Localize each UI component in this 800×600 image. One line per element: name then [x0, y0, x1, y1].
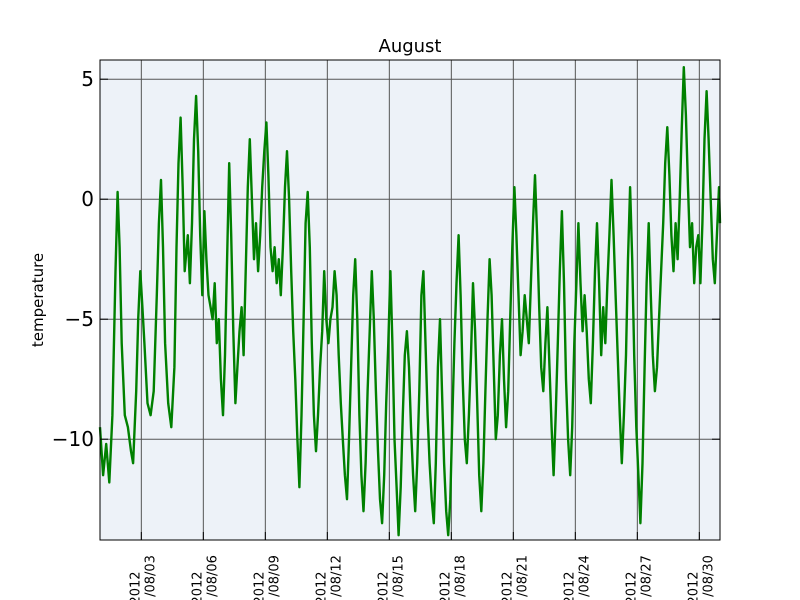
- temperature-series-line: [98, 66, 722, 537]
- series-layer: [98, 66, 722, 537]
- x-tick-year: 2012: [128, 571, 143, 600]
- chart-title: August: [379, 36, 442, 57]
- x-tick-date: /08/24: [577, 555, 592, 597]
- y-tick-label: 5: [81, 67, 94, 91]
- y-tick-label: −5: [65, 307, 94, 331]
- x-tick-label: 2012/08/12: [314, 555, 344, 600]
- x-tick-label: 2012/08/03: [128, 555, 158, 600]
- x-tick-year: 2012: [190, 571, 205, 600]
- plot-frame: [99, 59, 721, 541]
- x-tick-label: 2012/08/27: [624, 555, 654, 600]
- x-tick-date: /08/09: [267, 555, 282, 597]
- x-tick-date: /08/06: [205, 555, 220, 597]
- x-tick-year: 2012: [376, 571, 391, 600]
- x-tick-year: 2012: [438, 571, 453, 600]
- x-tick-label: 2012/08/15: [376, 555, 406, 600]
- x-tick-date: /08/27: [639, 555, 654, 597]
- y-axis-label: temperature: [29, 253, 47, 347]
- x-tick-date: /08/18: [453, 555, 468, 597]
- x-tick-date: /08/30: [701, 555, 716, 597]
- x-tick-year: 2012: [314, 571, 329, 600]
- x-tick-date: /08/15: [391, 555, 406, 597]
- x-tick-label: 2012/08/18: [438, 555, 468, 600]
- x-tick-date: /08/12: [329, 555, 344, 597]
- y-tick-label: −10: [52, 427, 94, 451]
- y-tick-label: 0: [81, 187, 94, 211]
- x-tick-year: 2012: [500, 571, 515, 600]
- x-tick-year: 2012: [252, 571, 267, 600]
- x-tick-year: 2012: [624, 571, 639, 600]
- x-tick-date: /08/03: [143, 555, 158, 597]
- x-tick-label: 2012/08/09: [252, 555, 282, 600]
- x-tick-date: /08/21: [515, 555, 530, 597]
- x-tick-label: 2012/08/30: [686, 555, 716, 600]
- x-tick-year: 2012: [686, 571, 701, 600]
- x-tick-label: 2012/08/24: [562, 555, 592, 600]
- x-tick-label: 2012/08/06: [190, 555, 220, 600]
- x-tick-label: 2012/08/21: [500, 555, 530, 600]
- x-tick-year: 2012: [562, 571, 577, 600]
